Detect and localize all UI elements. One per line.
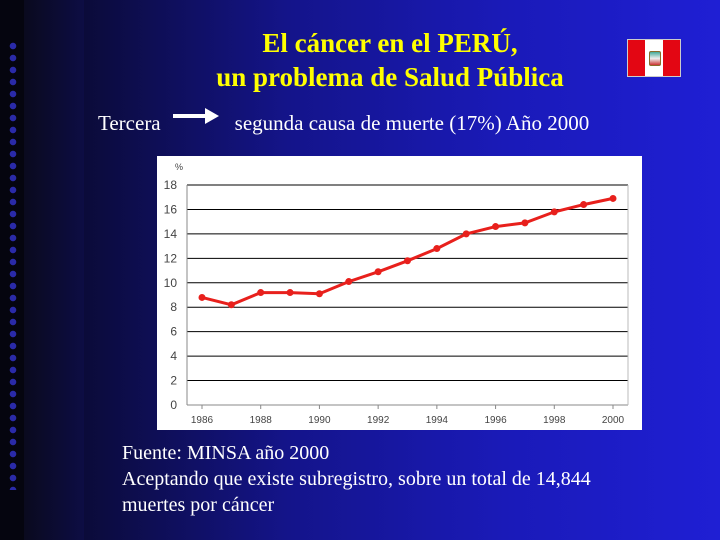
x-tick-label: 1992 — [367, 415, 390, 426]
x-tick-label: 1988 — [250, 415, 273, 426]
chart-axes — [186, 185, 629, 409]
chart-svg: 0 2 4 6 8 10 12 14 16 18% 1986 1988 1990 1992 1994 1996… — [164, 162, 629, 426]
data-point — [492, 223, 500, 231]
y-tick-label: 8 — [170, 300, 177, 314]
data-point — [433, 245, 441, 253]
data-point — [257, 289, 265, 297]
subtitle: Tercera segunda causa de muerte (17%) Año… — [98, 108, 590, 136]
slide-title: El cáncer en el PERÚ, un problema de Sal… — [150, 26, 630, 94]
y-tick-label: 4 — [170, 349, 177, 363]
data-point — [198, 293, 206, 301]
coat-of-arms-icon — [649, 51, 661, 66]
source-note: Fuente: MINSA año 2000 Aceptando que exi… — [122, 440, 702, 518]
chart-series — [198, 194, 617, 309]
y-tick-label: 14 — [164, 227, 178, 241]
y-tick-label: 2 — [170, 374, 177, 388]
data-point — [550, 208, 558, 216]
chart-labels: 0 2 4 6 8 10 12 14 16 18% 1986 1988 1990 1992 1994 1996… — [164, 162, 625, 426]
data-point — [374, 268, 382, 276]
y-tick-label: 6 — [170, 325, 177, 339]
x-tick-label: 1990 — [308, 415, 331, 426]
data-point — [286, 289, 294, 297]
data-point — [580, 201, 588, 209]
data-point — [462, 230, 470, 238]
y-axis-label: % — [175, 162, 183, 172]
chart-grid — [187, 184, 628, 382]
y-tick-label: 10 — [164, 276, 178, 290]
title-line-1: El cáncer en el PERÚ, — [262, 28, 518, 58]
x-tick-label: 1996 — [484, 415, 507, 426]
x-tick-label: 1998 — [543, 415, 566, 426]
line-chart: 0 2 4 6 8 10 12 14 16 18% 1986 1988 1990 1992 1994 1996… — [157, 156, 642, 430]
x-tick-label: 1994 — [426, 415, 449, 426]
right-arrow-icon — [172, 106, 219, 132]
y-tick-label: 18 — [164, 178, 178, 192]
x-tick-label: 1986 — [191, 415, 214, 426]
data-point — [315, 290, 323, 298]
dotted-pattern — [6, 40, 20, 490]
subtitle-current-rank: segunda causa de muerte (17%) Año 2000 — [234, 111, 590, 135]
dark-column — [24, 0, 84, 540]
note-line-2: muertes por cáncer — [122, 494, 275, 516]
data-point — [227, 301, 235, 309]
y-tick-label: 0 — [170, 398, 177, 412]
y-tick-label: 12 — [164, 251, 178, 265]
subtitle-previous-rank: Tercera — [98, 111, 161, 135]
note-line-1: Aceptando que existe subregistro, sobre … — [122, 468, 591, 490]
x-tick-label: 2000 — [602, 415, 625, 426]
data-point — [609, 194, 617, 202]
y-tick-label: 16 — [164, 202, 178, 216]
source-line: Fuente: MINSA año 2000 — [122, 442, 330, 464]
data-point — [521, 219, 529, 227]
data-point — [345, 278, 353, 286]
data-point — [404, 257, 411, 265]
title-line-2: un problema de Salud Pública — [216, 62, 564, 92]
left-decorative-band — [0, 0, 24, 540]
peru-flag-icon — [628, 40, 680, 76]
series-line — [201, 196, 614, 307]
